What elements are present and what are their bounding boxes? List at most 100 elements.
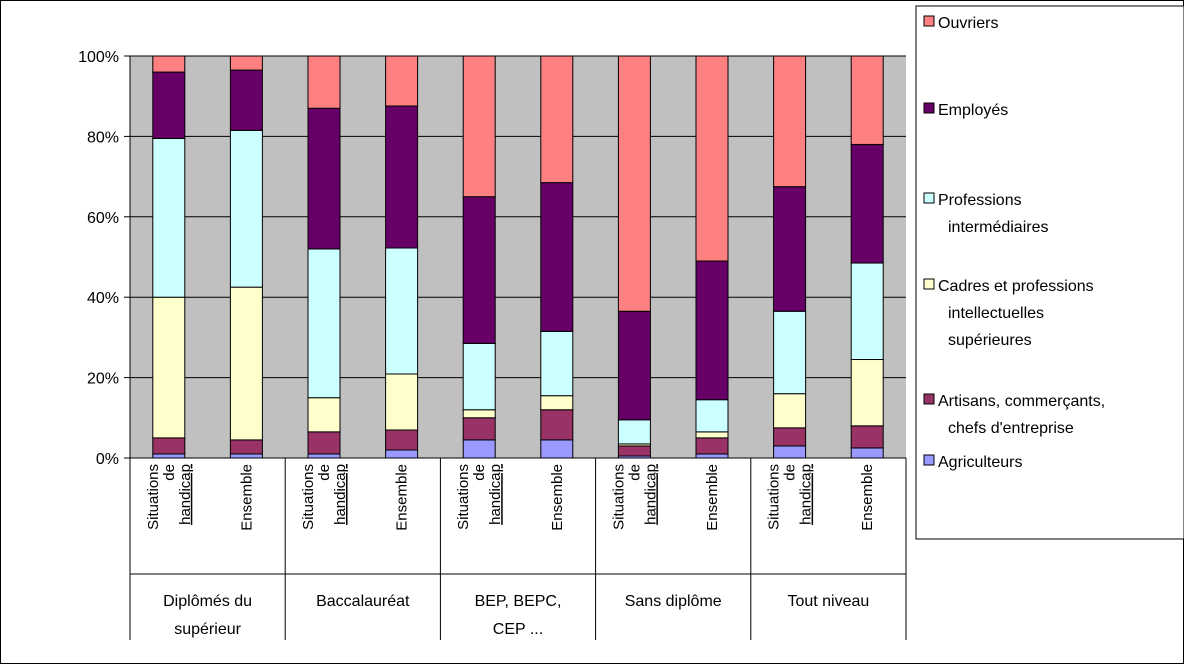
- bar-segment-cadres-et-professions-intellectuelles-superieures: [850, 359, 884, 427]
- legend-label: Cadres et professions: [938, 278, 1094, 295]
- legend-box: [915, 5, 1184, 540]
- bar-segment-employes: [540, 182, 574, 332]
- bar-segment-professions-intermediaires: [152, 137, 186, 298]
- bar-segment-employes: [462, 196, 496, 344]
- y-tick-label: 80%: [87, 129, 119, 146]
- bar-segment-ouvriers: [229, 55, 263, 71]
- bar-segment-cadres-et-professions-intellectuelles-superieures: [152, 296, 186, 439]
- bar-label: handicap: [332, 464, 349, 525]
- bar-segment-cadres-et-professions-intellectuelles-superieures: [695, 431, 729, 439]
- group-label: Baccalauréat: [316, 593, 410, 610]
- bar-segment-ouvriers: [385, 55, 419, 107]
- bar-segment-ouvriers: [617, 55, 651, 312]
- bar-segment-professions-intermediaires: [540, 330, 574, 397]
- bar-label: handicap: [642, 464, 659, 525]
- bar-segment-ouvriers: [462, 55, 496, 198]
- bar-label: handicap: [487, 464, 504, 525]
- bar-label: Situations: [455, 464, 472, 530]
- bar-segment-artisans-commercants-chefs-d-entreprise: [773, 427, 807, 447]
- group-label: Tout niveau: [787, 593, 869, 610]
- bar-segment-employes: [850, 143, 884, 264]
- bar-segment-professions-intermediaires: [773, 310, 807, 395]
- y-tick-label: 20%: [87, 371, 119, 388]
- bar-segment-artisans-commercants-chefs-d-entreprise: [462, 417, 496, 441]
- bar-segment-artisans-commercants-chefs-d-entreprise: [540, 409, 574, 441]
- legend: Ouvriers Employés Professions intermédiaire…: [915, 5, 1184, 540]
- bar-segment-agriculteurs: [229, 453, 263, 459]
- legend-label: Professions: [938, 192, 1022, 209]
- legend-swatch-professions-intermediaires: [923, 192, 935, 204]
- group-label: Diplômés du: [163, 593, 252, 610]
- legend-swatch-cadres-et-professions-intellectuelles-superieures: [923, 278, 935, 290]
- bar-segment-artisans-commercants-chefs-d-entreprise: [385, 429, 419, 451]
- bar-label: Ensemble: [859, 464, 876, 531]
- bar-segment-cadres-et-professions-intellectuelles-superieures: [773, 393, 807, 429]
- bar-segment-employes: [152, 71, 186, 139]
- bar-segment-ouvriers: [773, 55, 807, 188]
- bar-segment-agriculteurs: [462, 439, 496, 459]
- bar-segment-agriculteurs: [385, 449, 419, 459]
- y-tick-label: 40%: [87, 290, 119, 307]
- bar-segment-artisans-commercants-chefs-d-entreprise: [152, 437, 186, 455]
- bar-segment-artisans-commercants-chefs-d-entreprise: [617, 445, 651, 457]
- bar-label: Ensemble: [549, 464, 566, 531]
- bar-label: Situations: [145, 464, 162, 530]
- bar-segment-employes: [229, 69, 263, 131]
- bar-segment-cadres-et-professions-intellectuelles-superieures: [307, 397, 341, 433]
- bar-label: handicap: [798, 464, 815, 525]
- legend-label: Agriculteurs: [938, 454, 1022, 471]
- bar-segment-cadres-et-professions-intellectuelles-superieures: [229, 286, 263, 441]
- bar-label: de: [161, 464, 178, 481]
- bar-segment-professions-intermediaires: [307, 248, 341, 399]
- bar-segment-professions-intermediaires: [850, 262, 884, 361]
- group-label: BEP, BEPC,: [475, 593, 562, 610]
- bar-segment-employes: [307, 107, 341, 250]
- bar-label: Ensemble: [238, 464, 255, 531]
- bar-segment-ouvriers: [540, 55, 574, 184]
- legend-label: intellectuelles: [948, 305, 1044, 322]
- y-tick-label: 100%: [78, 49, 119, 66]
- bars: [152, 55, 884, 459]
- legend-swatch-employes: [923, 102, 935, 114]
- legend-label: Artisans, commerçants,: [938, 393, 1105, 410]
- bar-label: Ensemble: [394, 464, 411, 531]
- bar-segment-agriculteurs: [307, 453, 341, 459]
- bar-segment-cadres-et-professions-intellectuelles-superieures: [462, 409, 496, 419]
- bar-segment-professions-intermediaires: [229, 129, 263, 288]
- bar-segment-ouvriers: [850, 55, 884, 145]
- bar-segment-agriculteurs: [540, 439, 574, 459]
- group-label: CEP ...: [493, 621, 543, 638]
- bar-label: Situations: [610, 464, 627, 530]
- bar-label: de: [471, 464, 488, 481]
- y-tick-label: 0%: [96, 451, 119, 468]
- legend-swatch-agriculteurs: [923, 454, 935, 466]
- group-label: supérieur: [174, 621, 241, 638]
- bar-segment-ouvriers: [695, 55, 729, 262]
- bar-label: de: [626, 464, 643, 481]
- legend-label: Ouvriers: [938, 15, 998, 32]
- bar-segment-professions-intermediaires: [617, 419, 651, 445]
- bar-segment-employes: [617, 310, 651, 421]
- bar-segment-artisans-commercants-chefs-d-entreprise: [229, 439, 263, 455]
- bar-label: Ensemble: [704, 464, 721, 531]
- bar-segment-agriculteurs: [695, 453, 729, 459]
- y-axis: 0% 20% 40% 60% 80% 100%: [78, 49, 131, 468]
- legend-swatch-artisans-commercants-chefs-d-entreprise: [923, 393, 935, 405]
- bar-label: Situations: [766, 464, 783, 530]
- bar-segment-employes: [695, 260, 729, 401]
- bar-segment-agriculteurs: [850, 447, 884, 459]
- legend-swatch-ouvriers: [923, 15, 935, 27]
- legend-label: chefs d'entreprise: [948, 420, 1074, 437]
- bar-label: handicap: [177, 464, 194, 525]
- bar-segment-professions-intermediaires: [385, 247, 419, 375]
- bar-segment-professions-intermediaires: [462, 342, 496, 411]
- bar-segment-agriculteurs: [773, 445, 807, 459]
- bar-segment-cadres-et-professions-intellectuelles-superieures: [385, 373, 419, 431]
- bar-segment-employes: [385, 105, 419, 249]
- bar-segment-artisans-commercants-chefs-d-entreprise: [307, 431, 341, 455]
- bar-segment-artisans-commercants-chefs-d-entreprise: [695, 437, 729, 455]
- legend-label: Employés: [938, 102, 1008, 119]
